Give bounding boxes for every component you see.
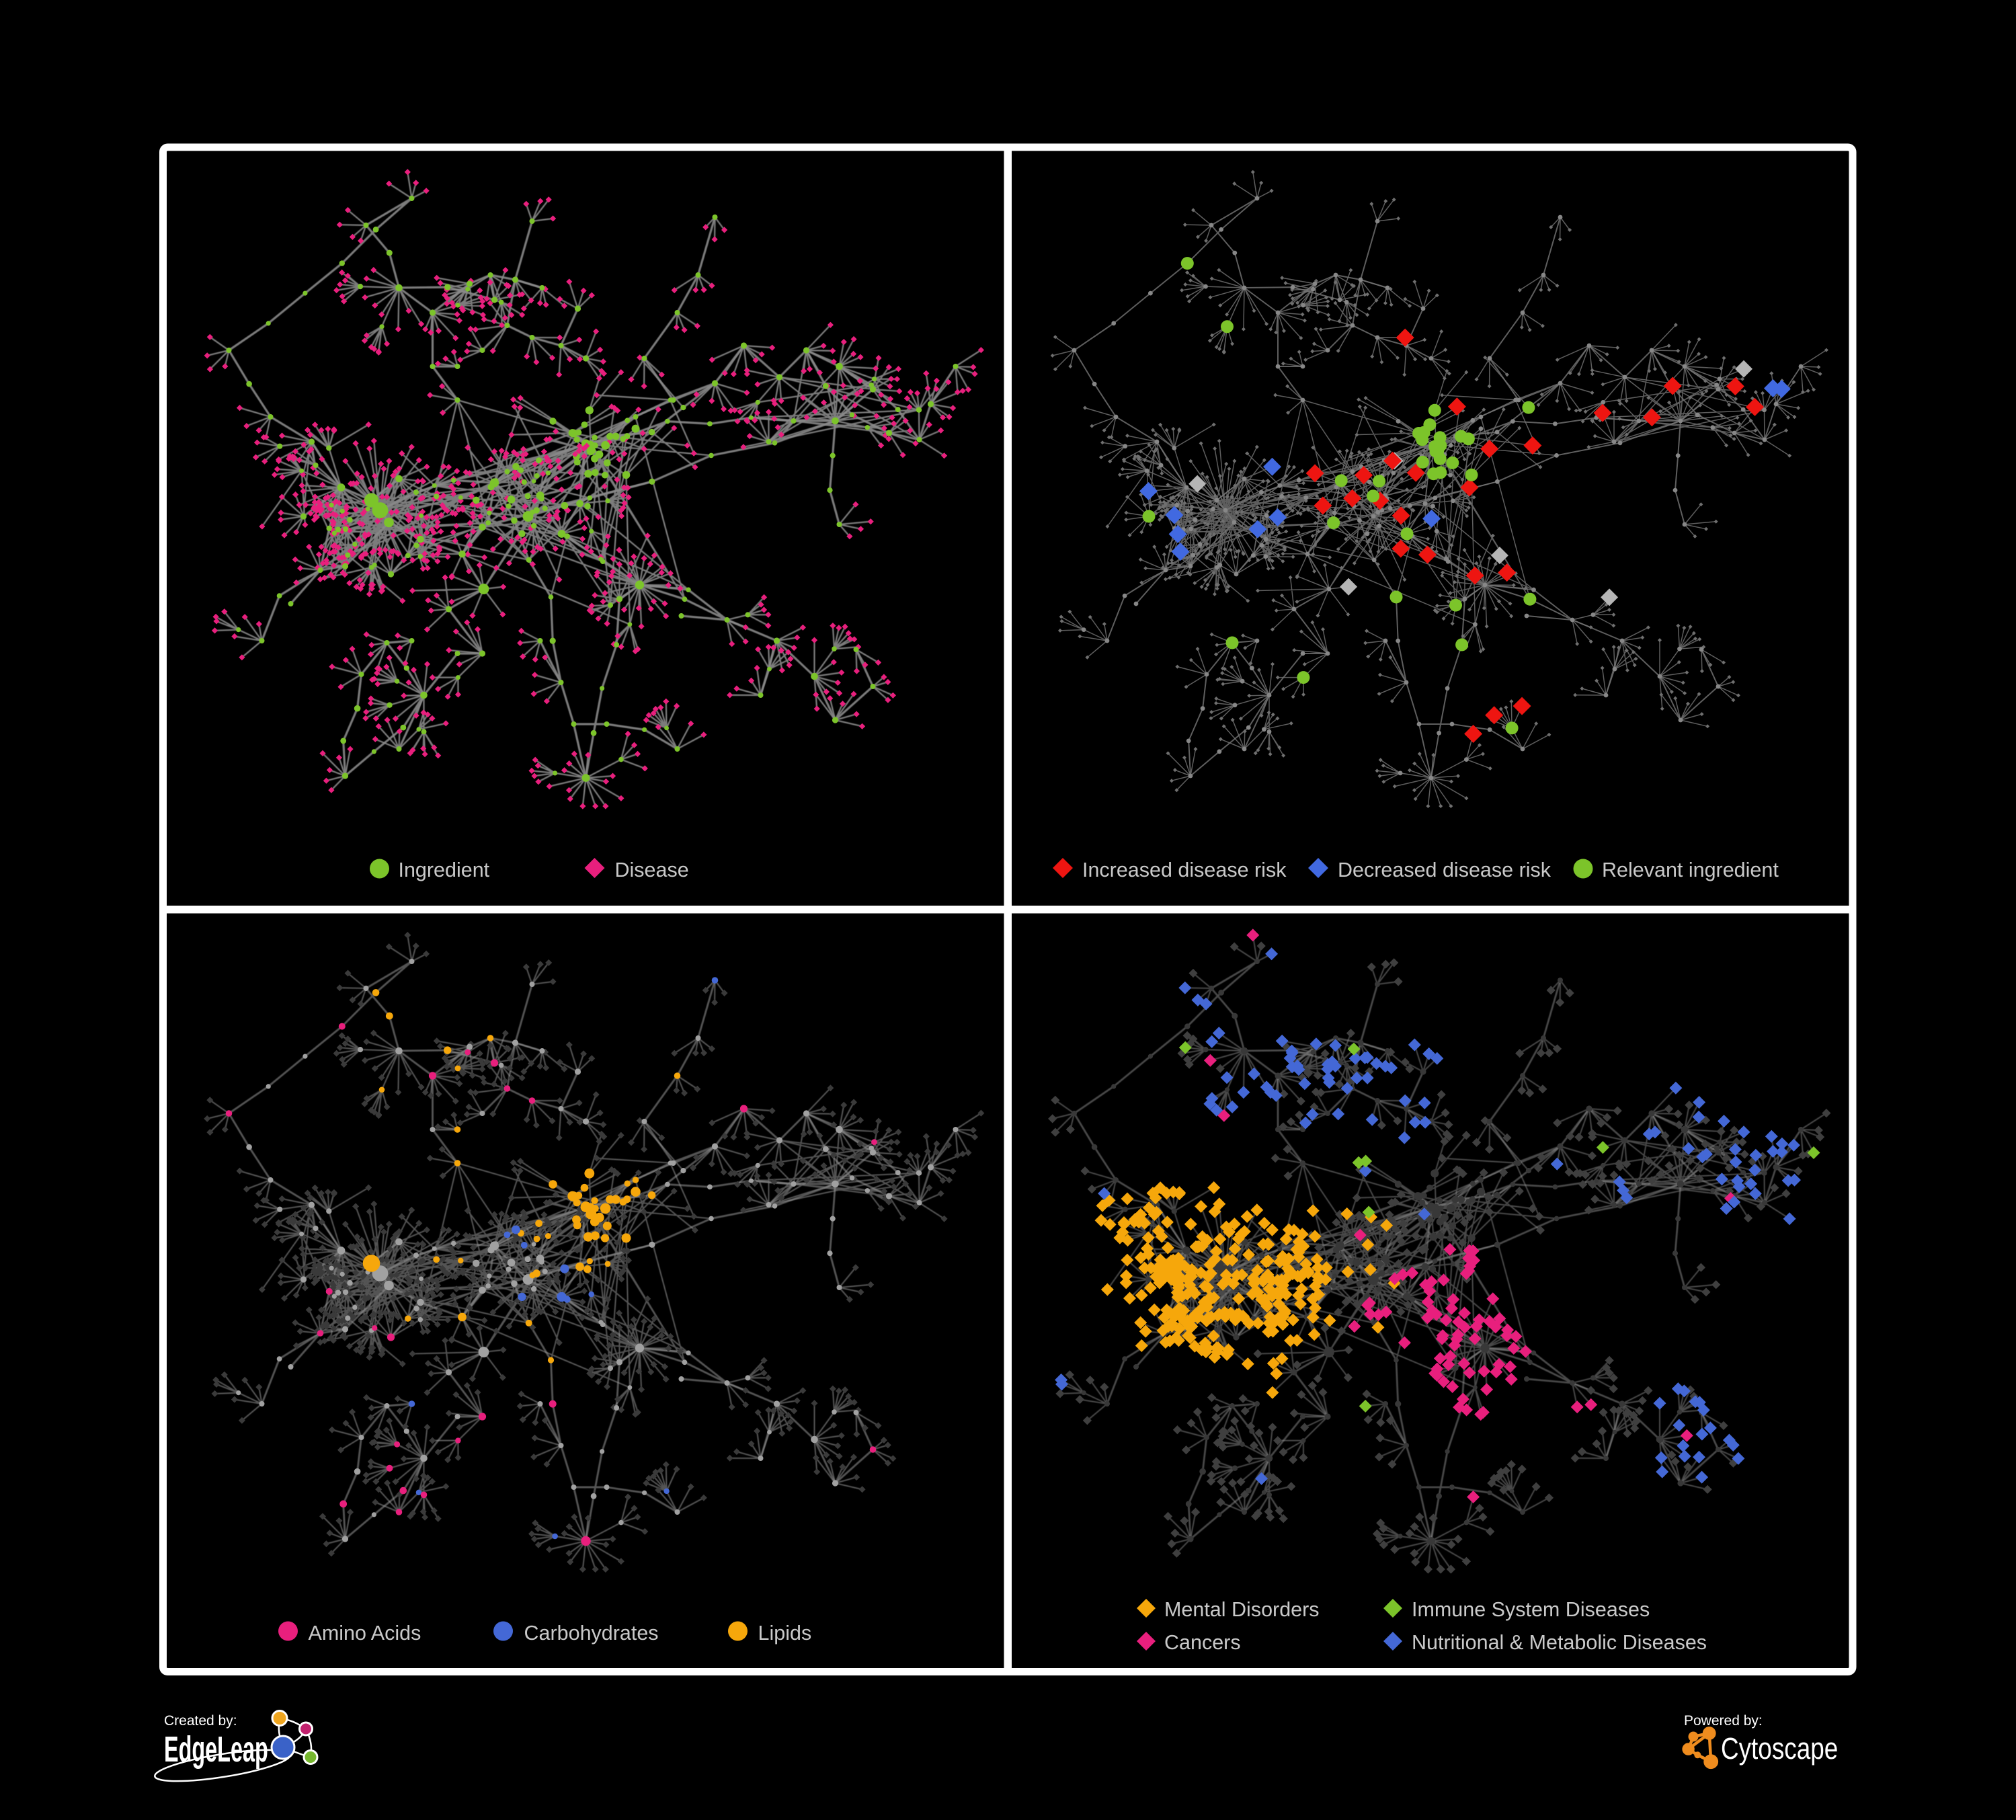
svg-text:Ingredient: Ingredient	[399, 859, 490, 881]
svg-text:Mental Disorders: Mental Disorders	[1164, 1598, 1320, 1621]
svg-text:Immune System Diseases: Immune System Diseases	[1412, 1598, 1650, 1621]
svg-text:Disease: Disease	[615, 859, 689, 881]
svg-text:Carbohydrates: Carbohydrates	[524, 1622, 659, 1645]
svg-text:Increased disease risk: Increased disease risk	[1082, 859, 1287, 881]
svg-text:Nutritional & Metabolic Diseas: Nutritional & Metabolic Diseases	[1412, 1631, 1707, 1654]
svg-text:Cytoscape: Cytoscape	[1721, 1732, 1838, 1766]
svg-text:Relevant ingredient: Relevant ingredient	[1602, 859, 1779, 881]
svg-text:Lipids: Lipids	[758, 1622, 812, 1645]
svg-text:Cancers: Cancers	[1164, 1631, 1241, 1654]
svg-text:Decreased disease risk: Decreased disease risk	[1338, 859, 1551, 881]
svg-text:Amino Acids: Amino Acids	[309, 1622, 421, 1645]
svg-text:Created by:: Created by:	[164, 1713, 237, 1729]
svg-text:Powered by:: Powered by:	[1684, 1713, 1763, 1729]
